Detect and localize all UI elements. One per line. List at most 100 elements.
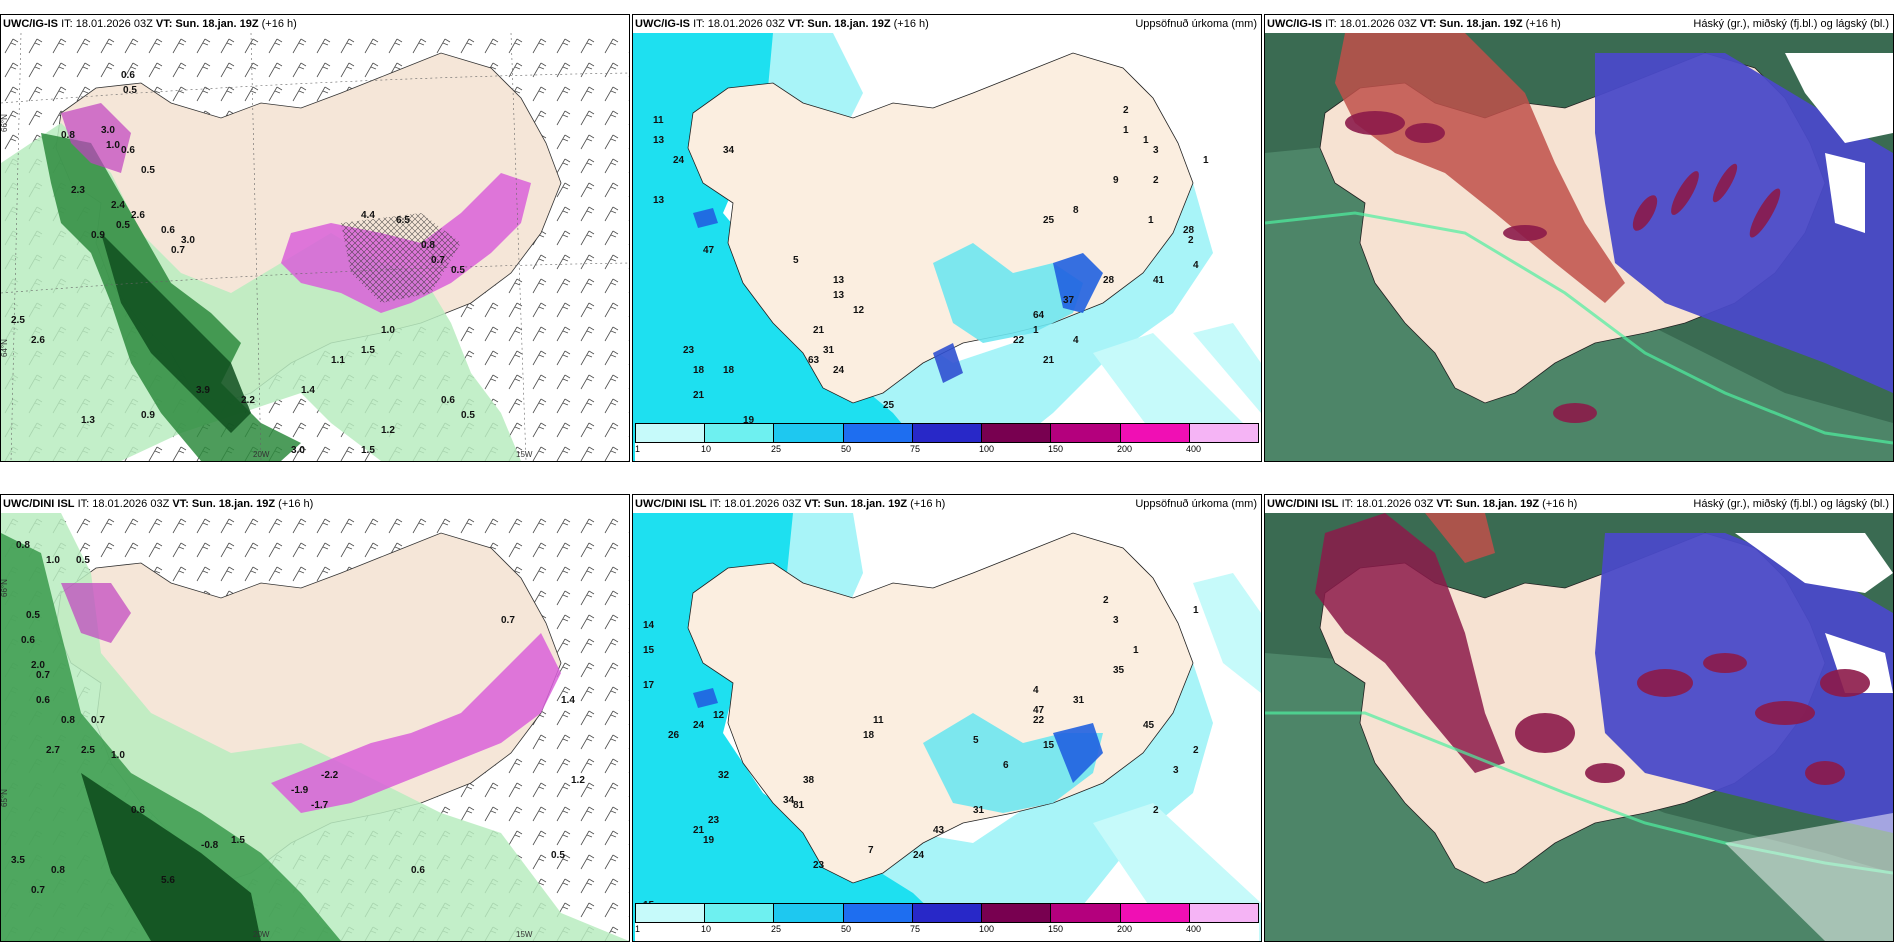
map-area: 0.6 0.5 3.0 0.8 1.0 0.6 0.5 2.3 2.4 2.6 0.5 0.9 0.6 0… [1,33,629,461]
precip-value-label: 6.5 [396,215,410,226]
precip-value-label: 1.4 [561,695,575,706]
valid-time-label: VT: [155,18,173,30]
precip-darkest [81,773,261,941]
precip-value-label: 0.5 [141,165,155,176]
precip-value-label: 28 [1103,275,1115,286]
map-svg [1265,513,1893,941]
precip-value-label: 26 [668,730,680,741]
precip-value-label: 34 [783,795,795,806]
precip-value-label: 12 [853,305,865,316]
precip-value-label: 0.6 [36,695,50,706]
precip-value-label: 2.4 [111,200,125,211]
lat-label-64: 64°N [1,339,9,357]
precip-value-label: 13 [653,195,665,206]
precip-value-label: 0.8 [61,715,75,726]
precip-value-label: 8 [1073,205,1079,216]
precip-value-label: 1.0 [106,140,120,151]
precip-value-label: 0.6 [411,865,425,876]
precip-value-label: 3 [1153,145,1159,156]
precip-value-label: 0.9 [141,410,155,421]
valid-time: Sun. 18.jan. 19Z [1439,18,1523,30]
lead-time: (+16 h) [910,498,946,510]
colorbar-tick: 10 [701,444,712,454]
precip-value-label: 0.7 [31,885,45,896]
panel-header: UWC/DINI ISL IT: 18.01.2026 03Z VT: Sun.… [1265,495,1893,513]
panel-header: UWC/IG-IS IT: 18.01.2026 03Z VT: Sun. 18… [1,15,629,33]
precip-value-label: 34 [723,145,735,156]
precip-value-label: 13 [653,135,665,146]
precip-value-label: 28 [1183,225,1195,236]
precip-value-label: 3.5 [11,855,25,866]
precip-value-label: 22 [1033,715,1045,726]
panel-bottom-right: UWC/DINI ISL IT: 18.01.2026 03Z VT: Sun.… [1264,494,1894,942]
colorbar-tick: 100 [979,924,995,934]
lead-time: (+16 h) [261,18,297,30]
precip-value-label: 2.0 [31,660,45,671]
valid-time-label: VT: [787,18,805,30]
precip-value-label: 4 [1073,335,1079,346]
precip-value-label: 3.0 [101,125,115,136]
precip-value-label: 3.0 [291,445,305,456]
precip-value-label: 2.6 [131,210,145,221]
precip-value-label: 15 [643,645,655,656]
precip-value-label: 1 [1133,645,1139,656]
map-svg: 0.60.53.00.81.0 0.60.52.32.42.60.50.9 0.60… [1,33,629,461]
panel-header: UWC/IG-IS IT: 18.01.2026 03Z VT: Sun. 18… [633,15,1261,33]
precip-value-label: 0.7 [501,615,515,626]
mixed-cloud-maroon [1315,513,1505,773]
model-name: UWC/IG-IS [3,18,58,30]
precip-value-label: 0.6 [21,635,35,646]
colorbar-swatch [1120,904,1190,922]
colorbar-tick: 50 [841,924,852,934]
clear-white-bottom [1725,813,1893,941]
high-cloud-red [1425,513,1495,563]
precip-magenta [271,633,561,813]
snow-hatch [341,213,461,303]
precip-value-label: 21 [693,390,705,401]
colorbar-tick: 400 [1186,924,1202,934]
valid-time: Sun. 18.jan. 19Z [175,18,259,30]
precip-value-label: 23 [683,345,695,356]
precip-value-label: 1.4 [301,385,315,396]
precip-value-label: 0.9 [91,230,105,241]
precip-magenta-2 [61,583,131,643]
precip-value-label: 2.5 [81,745,95,756]
precip-value-label: 3.9 [196,385,210,396]
precip-value-label: 3 [1173,765,1179,776]
lead-time: (+16 h) [1525,18,1561,30]
precip-value-label: 13 [833,275,845,286]
precip-value-label: 25 [883,400,895,411]
precip-value-label: 1.0 [46,555,60,566]
colorbar-swatch [912,904,983,922]
precip-value-label: 0.6 [121,70,135,81]
model-name: UWC/IG-IS [1267,18,1322,30]
precip-value-label: 5.6 [161,875,175,886]
precip-value-label: 22 [1013,335,1025,346]
precip-value-label: 2 [1193,745,1199,756]
precip-value-label: 0.7 [171,245,185,256]
precip-value-label: 64 [1033,310,1045,321]
precip-value-label: 0.7 [36,670,50,681]
lead-time: (+16 h) [278,498,314,510]
precip-value-label: 0.5 [76,555,90,566]
init-time: IT: 18.01.2026 03Z [1325,18,1417,30]
panel-header: UWC/DINI ISL IT: 18.01.2026 03Z VT: Sun.… [633,495,1261,513]
colorbar-tick: 75 [910,444,921,454]
model-name: UWC/DINI ISL [3,498,75,510]
clear-white-2 [1825,153,1865,233]
colorbar-swatch [982,424,1052,442]
colorbar-tick: 400 [1186,444,1202,454]
grid-lines [1,33,629,461]
valid-time: Sun. 18.jan. 19Z [1455,498,1540,510]
map-svg: 1113243413475131312213163231818211917152… [633,33,1261,461]
precip-value-label: 0.5 [451,265,465,276]
precip-value-label: 1 [1148,215,1154,226]
precip-value-label: 2 [1103,595,1109,606]
precip-value-label: 0.5 [551,850,565,861]
precip-value-label: 5 [793,255,799,266]
precip-value-label: 21 [693,825,705,836]
precip-value-label: 9 [1113,175,1119,186]
map-area: 1113243413475131312213163231818211917152… [633,33,1261,461]
colorbar-swatch [1189,424,1258,442]
colorbar-tick: 75 [910,924,921,934]
